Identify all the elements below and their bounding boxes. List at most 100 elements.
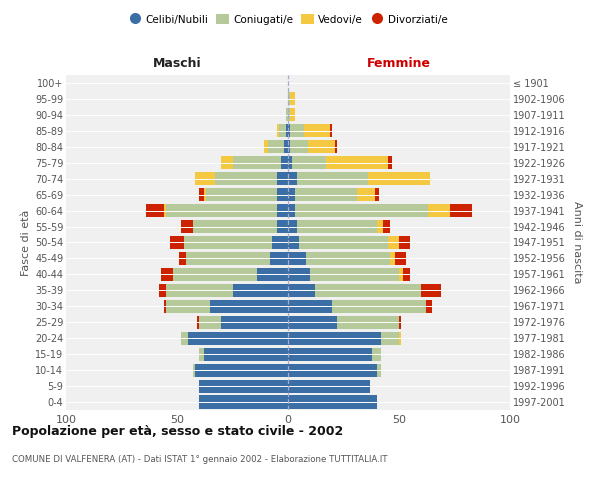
Bar (199, 316, 221, 329)
Bar (211, 300, 288, 313)
Bar (199, 396, 288, 408)
Bar (383, 220, 390, 233)
Bar (170, 236, 184, 249)
Text: Femmine: Femmine (367, 57, 431, 70)
Y-axis label: Anni di nascita: Anni di nascita (572, 201, 583, 284)
Bar (199, 380, 288, 392)
Bar (263, 140, 268, 153)
Bar (292, 156, 326, 170)
Bar (166, 204, 277, 217)
Bar (199, 348, 203, 360)
Bar (288, 380, 370, 392)
Bar (288, 348, 373, 360)
Bar (335, 140, 337, 153)
Bar (203, 188, 206, 201)
Bar (197, 316, 199, 329)
Bar (268, 140, 284, 153)
Bar (181, 220, 193, 233)
Y-axis label: Fasce di età: Fasce di età (20, 210, 31, 276)
Bar (277, 188, 288, 201)
Bar (181, 332, 188, 345)
Bar (288, 364, 377, 376)
Bar (314, 284, 421, 297)
Bar (290, 108, 295, 122)
Bar (232, 156, 281, 170)
Bar (357, 188, 374, 201)
Bar (332, 300, 425, 313)
Bar (399, 268, 403, 281)
Bar (288, 92, 290, 106)
Bar (295, 204, 428, 217)
Bar (290, 140, 308, 153)
Bar (215, 172, 277, 185)
Bar (284, 140, 288, 153)
Bar (184, 236, 272, 249)
Bar (288, 284, 314, 297)
Bar (199, 188, 203, 201)
Bar (164, 300, 166, 313)
Bar (166, 300, 211, 313)
Bar (288, 300, 332, 313)
Legend: Celibi/Nubili, Coniugati/e, Vedovi/e, Divorziati/e: Celibi/Nubili, Coniugati/e, Vedovi/e, Di… (124, 10, 452, 29)
Bar (288, 124, 290, 138)
Bar (421, 284, 441, 297)
Bar (310, 268, 399, 281)
Bar (297, 220, 377, 233)
Bar (288, 188, 295, 201)
Bar (395, 252, 406, 265)
Bar (388, 156, 392, 170)
Bar (288, 268, 310, 281)
Bar (308, 140, 335, 153)
Bar (374, 188, 379, 201)
Bar (428, 204, 450, 217)
Bar (399, 316, 401, 329)
Bar (286, 124, 288, 138)
Bar (337, 316, 399, 329)
Bar (281, 156, 288, 170)
Bar (403, 268, 410, 281)
Bar (326, 156, 388, 170)
Bar (377, 364, 381, 376)
Bar (288, 172, 297, 185)
Bar (388, 236, 399, 249)
Bar (161, 268, 173, 281)
Bar (306, 252, 390, 265)
Bar (166, 284, 233, 297)
Bar (288, 204, 295, 217)
Bar (299, 236, 388, 249)
Bar (286, 108, 288, 122)
Bar (179, 252, 186, 265)
Bar (193, 364, 195, 376)
Bar (279, 124, 286, 138)
Bar (390, 252, 395, 265)
Bar (288, 396, 377, 408)
Bar (186, 252, 270, 265)
Bar (368, 172, 430, 185)
Bar (288, 140, 290, 153)
Bar (425, 300, 432, 313)
Bar (277, 124, 279, 138)
Bar (288, 236, 299, 249)
Bar (288, 220, 297, 233)
Bar (270, 252, 288, 265)
Bar (288, 316, 337, 329)
Bar (450, 204, 472, 217)
Bar (173, 268, 257, 281)
Bar (233, 284, 288, 297)
Bar (159, 284, 166, 297)
Bar (330, 124, 332, 138)
Bar (164, 204, 166, 217)
Bar (295, 188, 357, 201)
Bar (188, 332, 288, 345)
Bar (373, 348, 381, 360)
Bar (221, 156, 233, 170)
Bar (277, 220, 288, 233)
Bar (377, 220, 383, 233)
Bar (399, 236, 410, 249)
Bar (146, 204, 164, 217)
Bar (195, 172, 215, 185)
Text: COMUNE DI VALFENERA (AT) - Dati ISTAT 1° gennaio 2002 - Elaborazione TUTTITALIA.: COMUNE DI VALFENERA (AT) - Dati ISTAT 1°… (12, 455, 388, 464)
Bar (206, 188, 277, 201)
Bar (399, 332, 401, 345)
Text: Maschi: Maschi (152, 57, 202, 70)
